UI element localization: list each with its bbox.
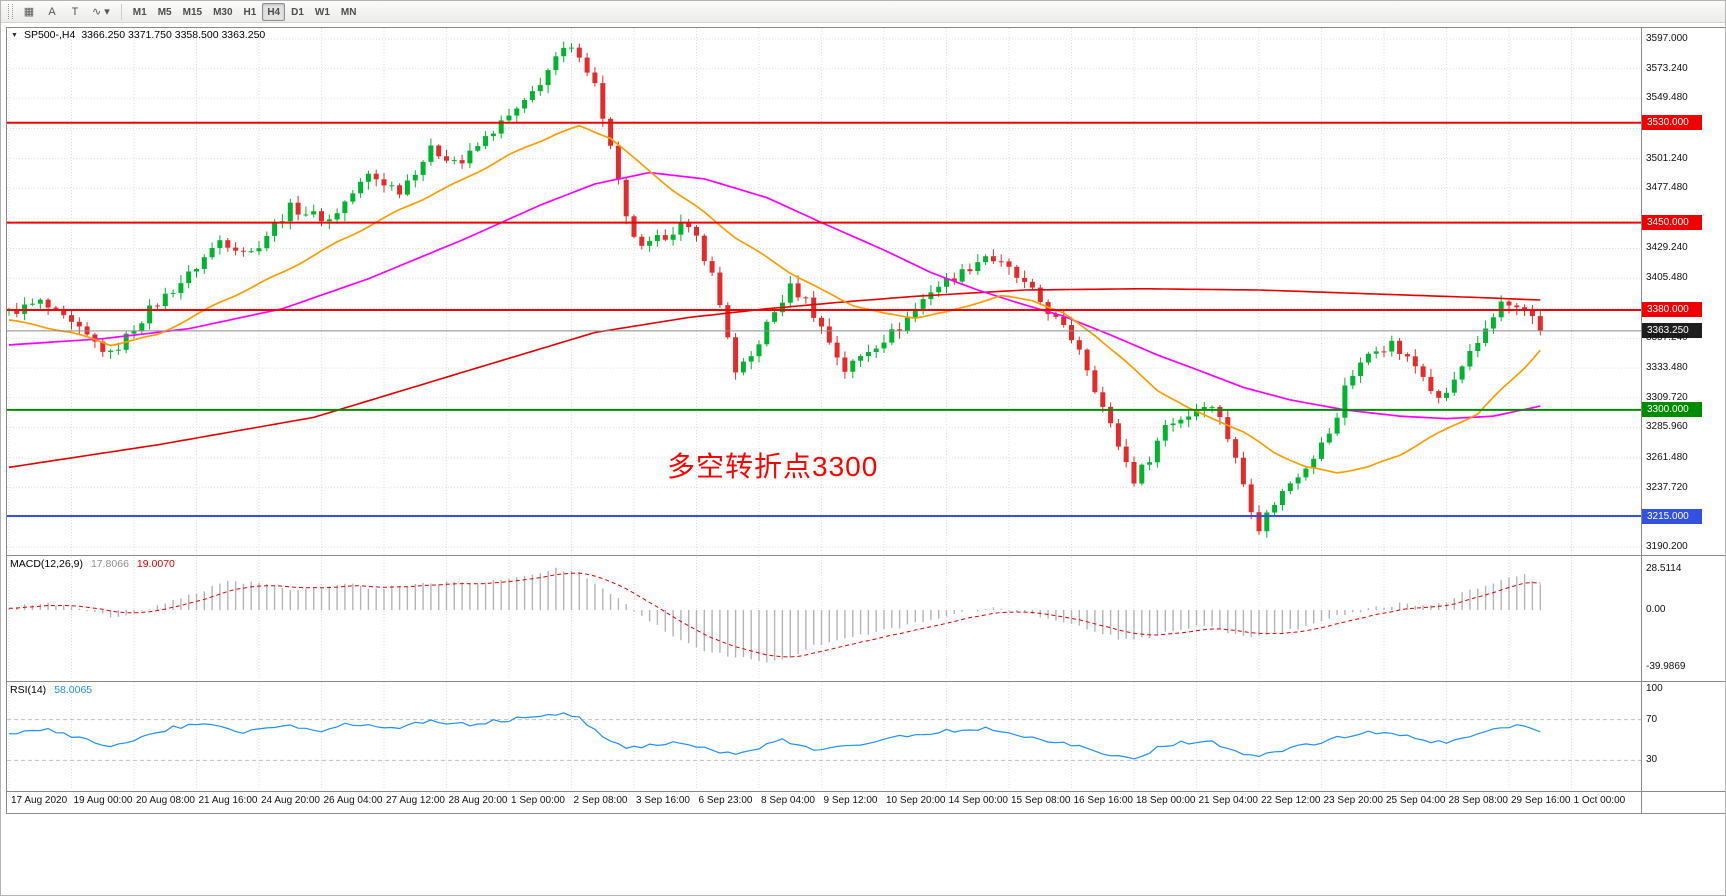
- timeframe-button-group: M1 M5 M15 M30 H1 H4 D1 W1 MN: [128, 2, 362, 21]
- toolbar-icon-group: ▦ A T ∿ ▾: [18, 3, 115, 21]
- timeframe-button-h1[interactable]: H1: [243, 6, 257, 18]
- chart-region[interactable]: ▼ SP500-,H4 3366.250 3371.750 3358.500 3…: [1, 24, 1725, 895]
- timeframe-button-d1[interactable]: D1: [291, 6, 304, 18]
- charts-grid-icon[interactable]: ▦: [23, 5, 35, 18]
- timeframe-button-m1[interactable]: M1: [132, 6, 147, 18]
- toolbar-separator: [120, 3, 122, 20]
- timeframe-button-m15[interactable]: M15: [182, 6, 203, 18]
- timeframe-button-mn[interactable]: MN: [340, 6, 357, 18]
- text-tool-icon[interactable]: T: [71, 5, 79, 18]
- cursor-tool-icon[interactable]: A: [48, 5, 56, 18]
- toolbar-grip[interactable]: [8, 4, 13, 19]
- indicators-menu-icon[interactable]: ∿ ▾: [92, 5, 110, 18]
- timeframe-button-m5[interactable]: M5: [157, 6, 172, 18]
- timeframe-button-m30[interactable]: M30: [213, 6, 233, 18]
- toolbar: ▦ A T ∿ ▾ M1 M5 M15 M30 H1 H4 D1 W1 MN: [1, 1, 1725, 23]
- timeframe-button-h4[interactable]: H4: [262, 2, 286, 21]
- timeframe-button-w1[interactable]: W1: [314, 6, 330, 18]
